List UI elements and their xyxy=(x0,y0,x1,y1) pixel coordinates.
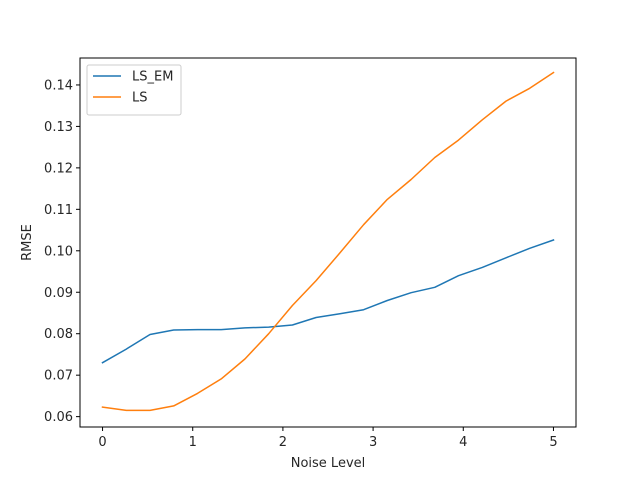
y-tick-label: 0.09 xyxy=(44,286,73,301)
y-axis-label: RMSE xyxy=(20,224,35,261)
x-axis-ticks: 0 1 2 3 4 5 xyxy=(98,427,558,450)
y-tick-label: 0.10 xyxy=(44,244,73,259)
series-line-ls-em xyxy=(101,239,555,364)
y-axis-ticks: 0.06 0.07 0.08 0.09 0.10 0.11 0.12 0.13 0.14 xyxy=(44,78,80,425)
series-line-ls xyxy=(101,71,555,412)
x-tick-label: 2 xyxy=(279,435,287,450)
x-tick-label: 0 xyxy=(98,435,106,450)
series-layer xyxy=(101,71,555,412)
legend: LS_EM LS xyxy=(86,64,182,116)
x-axis-label: Noise Level xyxy=(291,456,366,471)
y-tick-label: 0.12 xyxy=(44,161,73,176)
x-tick-label: 1 xyxy=(189,435,197,450)
legend-label: LS_EM xyxy=(132,70,173,85)
plot-area-frame xyxy=(79,57,577,428)
legend-label: LS xyxy=(132,91,148,106)
y-tick-label: 0.08 xyxy=(44,327,73,342)
y-tick-label: 0.06 xyxy=(44,410,73,425)
y-tick-label: 0.13 xyxy=(44,120,73,135)
y-tick-label: 0.07 xyxy=(44,369,73,384)
x-tick-label: 4 xyxy=(459,435,467,450)
y-tick-label: 0.11 xyxy=(44,203,73,218)
x-tick-label: 5 xyxy=(549,435,557,450)
y-tick-label: 0.14 xyxy=(44,78,73,93)
legend-box xyxy=(86,64,182,116)
x-tick-label: 3 xyxy=(369,435,377,450)
